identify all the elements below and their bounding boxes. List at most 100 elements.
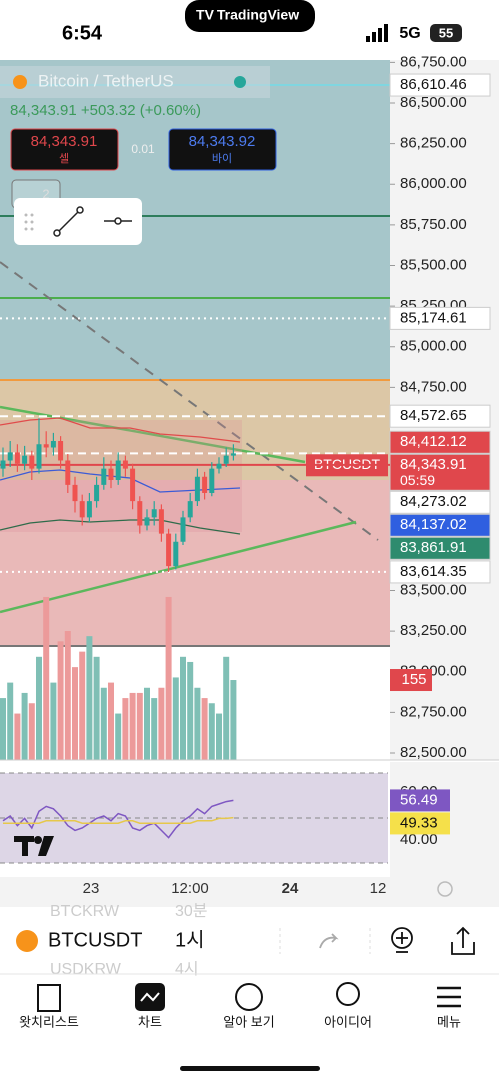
time-label: 23 <box>83 880 100 897</box>
volume-bar <box>0 698 6 760</box>
candle-body <box>115 460 121 480</box>
tab-label[interactable]: 차트 <box>138 1014 162 1029</box>
add-alert[interactable] <box>391 927 413 953</box>
tab-label[interactable]: 메뉴 <box>437 1014 461 1029</box>
price-label: 83,861.91 <box>400 539 467 556</box>
volume-bar <box>129 692 136 760</box>
volume-bar <box>28 703 35 760</box>
time-axis <box>0 877 499 907</box>
candle-body <box>137 501 143 526</box>
buy-button[interactable] <box>168 128 277 171</box>
volume-bar <box>7 682 14 760</box>
volume-bar <box>122 698 129 760</box>
trend-line <box>0 520 357 614</box>
tab-label[interactable]: 왓치리스트 <box>19 1014 79 1029</box>
time-label: 12 <box>370 880 387 897</box>
volume-label-box <box>390 669 432 692</box>
share[interactable] <box>451 926 475 955</box>
candle-body <box>122 460 128 469</box>
rsi-ma-line <box>3 816 234 824</box>
price-label: 84,273.02 <box>400 493 467 510</box>
price-label: 84,343.91 <box>400 456 467 473</box>
time-label: 12:00 <box>171 880 209 897</box>
volume-bar <box>50 682 57 760</box>
trend-tool[interactable] <box>53 206 84 237</box>
volume-bar <box>187 661 194 760</box>
hline-tool[interactable] <box>104 217 132 225</box>
price-label-box <box>389 306 491 330</box>
candle-body <box>7 452 13 461</box>
volume-bar <box>180 656 186 760</box>
market-open <box>234 76 246 88</box>
price-label: 86,610.46 <box>400 76 467 93</box>
volume-bar <box>230 680 237 760</box>
price-tick-label: 86,500.00 <box>400 94 467 111</box>
sell-price: 84,343.91 <box>31 133 98 150</box>
price-label-box <box>389 536 491 560</box>
candle-body <box>0 460 6 469</box>
candle-body <box>43 444 49 448</box>
price-tick-label: 85,750.00 <box>400 216 467 233</box>
tab-icon <box>437 986 461 1008</box>
volume-bar <box>115 713 122 760</box>
candle-body <box>194 476 200 502</box>
tv-logo <box>14 836 54 856</box>
header-bg <box>0 66 270 98</box>
price-tick-label: 86,000.00 <box>400 175 467 192</box>
rsi-line <box>2 799 234 839</box>
volume-bar <box>43 596 50 760</box>
volume-bar <box>136 692 143 760</box>
price-label-box <box>389 560 491 584</box>
grip <box>24 213 34 231</box>
tab-icon <box>235 983 263 1011</box>
volume-bar <box>93 656 100 760</box>
candle-body <box>173 541 179 567</box>
candle-body <box>65 460 71 485</box>
clock: 6:54 <box>62 22 103 44</box>
volume-bar <box>36 656 42 760</box>
volume-bar <box>201 698 208 760</box>
draw-toolbar <box>14 198 142 245</box>
candle-body <box>101 468 107 485</box>
candle-body <box>94 484 100 502</box>
price-label: 84,137.02 <box>400 516 467 533</box>
trend-dashed <box>0 261 379 541</box>
symbol[interactable]: BTCUSDT <box>48 929 142 951</box>
settings-icon[interactable] <box>437 881 453 897</box>
brand-logo: TV <box>196 7 215 23</box>
tab-label[interactable]: 알아 보기 <box>223 1014 274 1029</box>
candle-body <box>22 455 28 464</box>
band-upper <box>0 417 241 443</box>
volume-bar <box>223 656 230 760</box>
candle-body <box>144 517 150 526</box>
ghost-interval: 4시 <box>175 961 199 978</box>
volume-bar <box>165 596 172 760</box>
tab-label[interactable]: 아이디어 <box>324 1014 372 1029</box>
candle-body <box>58 441 64 461</box>
price-tick-label: 86,750.00 <box>400 53 467 70</box>
candle-body <box>29 455 35 469</box>
brand-pill <box>185 0 315 32</box>
interval[interactable]: 1시 <box>175 929 205 951</box>
candle-body <box>166 533 172 567</box>
candle-body <box>14 452 20 464</box>
price-tick-label: 85,000.00 <box>400 338 467 355</box>
coin-icon <box>16 930 38 952</box>
tab-icon <box>37 984 61 1012</box>
brand: TradingView <box>217 7 299 23</box>
quote: 84,343.91 +503.32 (+0.60%) <box>10 102 201 119</box>
sell-button[interactable] <box>10 128 119 171</box>
volume-bar <box>151 698 158 760</box>
spread: 0.01 <box>131 142 155 156</box>
price-tick-label: 82,500.00 <box>400 744 467 761</box>
home-indicator <box>180 1066 320 1071</box>
volume-bar <box>194 687 201 760</box>
candle-body <box>223 455 229 464</box>
price-tick-label: 83,250.00 <box>400 622 467 639</box>
price-label-box <box>389 73 491 97</box>
rsi-label: 56.49 <box>400 791 438 808</box>
symbol-bar <box>0 907 499 974</box>
price-label: 84,412.12 <box>400 433 467 450</box>
volume-bar <box>216 713 222 760</box>
redo[interactable] <box>319 933 339 949</box>
